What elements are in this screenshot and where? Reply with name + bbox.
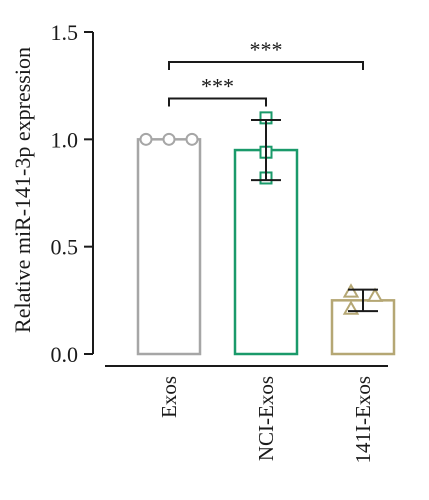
data-point-141i-exos	[342, 300, 360, 315]
y-tick-label: 1.5	[51, 20, 79, 45]
data-point-141i-exos	[342, 283, 360, 298]
data-point-exos	[139, 132, 153, 146]
x-category-label: 141I-Exos	[351, 376, 375, 464]
data-point-141i-exos	[366, 287, 384, 302]
significance-bracket	[168, 61, 364, 71]
y-axis-label: Relative miR-141-3p expression	[10, 47, 35, 333]
y-tick-label: 1.0	[51, 127, 79, 152]
significance-label: ***	[250, 37, 283, 62]
bar-exos	[136, 138, 202, 356]
significance-bracket	[168, 97, 267, 107]
significance-label: ***	[201, 74, 234, 99]
y-axis-ticks: 0.0 0.5 1.0 1.5	[51, 20, 93, 367]
y-axis-label-group: Relative miR-141-3p expression	[10, 47, 35, 333]
data-point-exos	[185, 132, 199, 146]
x-axis-labels: Exos NCI-Exos 141I-Exos	[157, 376, 375, 464]
y-tick-label: 0.5	[51, 235, 79, 260]
y-tick-label: 0.0	[51, 342, 79, 367]
x-category-label: NCI-Exos	[254, 376, 278, 461]
points-group	[139, 111, 384, 315]
data-point-exos	[162, 132, 176, 146]
significance-group: *** ***	[168, 37, 364, 107]
x-category-label: Exos	[157, 376, 181, 418]
error-bars-group	[251, 119, 378, 313]
